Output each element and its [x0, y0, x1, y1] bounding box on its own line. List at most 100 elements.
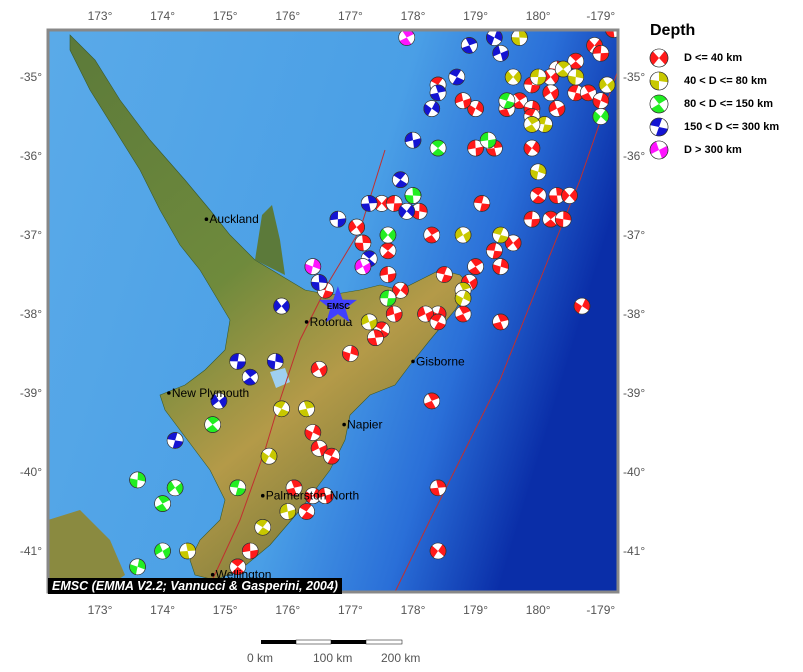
lon-tick-bottom: 179° [463, 603, 488, 617]
focal-mechanism [523, 139, 541, 157]
focal-mechanism [429, 479, 447, 497]
depth-legend: Depth D <= 40 km 40 < D <= 80 km 80 < D <=… [648, 22, 779, 161]
credit-label: EMSC (EMMA V2.2; Vannucci & Gasperini, 2… [48, 578, 342, 594]
scale-label-0: 0 km [247, 651, 274, 665]
focal-mechanism [273, 400, 290, 418]
focal-mechanism [479, 131, 497, 149]
focal-mechanism [348, 218, 365, 236]
lon-tick-top: 176° [275, 9, 300, 23]
focal-mechanism [279, 503, 297, 520]
focal-mechanism [467, 258, 484, 275]
focal-mechanism [435, 266, 453, 283]
focal-mechanism [492, 44, 509, 62]
focal-mechanism [241, 542, 259, 560]
city-dot [304, 320, 309, 324]
focal-mechanism [592, 92, 610, 109]
focal-mechanism [504, 68, 522, 86]
focal-mechanism [486, 30, 503, 46]
scale-bar [261, 639, 403, 645]
focal-mechanism [166, 432, 184, 449]
focal-mechanism [598, 76, 616, 94]
lat-tick-left: -36° [20, 149, 42, 163]
focal-mechanism-icon [649, 71, 669, 90]
focal-mechanism [260, 447, 278, 465]
focal-mechanism [354, 258, 372, 275]
focal-mechanism [429, 84, 447, 102]
city-dot [210, 572, 215, 577]
focal-mechanism [254, 518, 272, 536]
lat-tick-right: -35° [623, 70, 645, 84]
focal-mechanism [166, 479, 184, 497]
legend-item: 40 < D <= 80 km [648, 69, 779, 92]
focal-mechanism [492, 313, 509, 331]
focal-mechanism [448, 68, 466, 86]
focal-mechanism [241, 368, 259, 386]
focal-mechanism [360, 313, 378, 331]
coromandel-peninsula [255, 205, 285, 275]
focal-mechanism [529, 68, 547, 86]
legend-item: D > 300 km [648, 138, 779, 161]
focal-mechanism [404, 131, 422, 149]
lon-tick-top: 173° [88, 9, 113, 23]
focal-mechanism [523, 116, 541, 133]
focal-mechanism-icon [649, 140, 669, 159]
lon-tick-bottom: 178° [401, 603, 426, 617]
city-label: New Plymouth [172, 386, 249, 400]
lat-tick-right: -38° [623, 307, 645, 321]
lon-tick-top: 177° [338, 9, 363, 23]
focal-mechanism [423, 392, 441, 410]
focal-mechanism [329, 210, 347, 228]
focal-mechanism [492, 226, 509, 244]
epicenter-star-icon [318, 286, 357, 323]
focal-mechanism [554, 210, 572, 228]
lat-tick-left: -40° [20, 465, 42, 479]
scale-label-200: 200 km [381, 651, 421, 665]
focal-mechanism [454, 305, 472, 323]
focal-mechanism [429, 139, 447, 157]
focal-mechanism [561, 187, 578, 204]
legend-item: D <= 40 km [648, 46, 779, 69]
legend-label: 40 < D <= 80 km [684, 74, 767, 87]
focal-mechanism [204, 416, 221, 433]
focal-mechanism [354, 234, 372, 252]
focal-mechanism [310, 439, 328, 457]
focal-mechanism [273, 297, 290, 315]
lat-tick-left: -38° [20, 307, 42, 321]
focal-mechanism [385, 195, 403, 212]
legend-item: 80 < D <= 150 km [648, 92, 779, 115]
focal-mechanism [554, 60, 572, 78]
focal-mechanism [392, 281, 409, 299]
focal-mechanism [423, 100, 441, 117]
focal-mechanism [304, 258, 322, 275]
focal-mechanism [392, 171, 409, 188]
south-island [48, 510, 125, 592]
focal-mechanism [454, 92, 472, 109]
focal-mechanism [504, 234, 522, 252]
focal-mechanism [317, 487, 334, 505]
focal-mechanism [529, 163, 547, 181]
legend-label: D <= 40 km [684, 51, 743, 64]
city-label: Palmerston North [266, 489, 359, 503]
focal-mechanism [129, 558, 146, 576]
lat-tick-right: -40° [623, 465, 645, 479]
focal-mechanism [592, 44, 610, 62]
focal-mechanism [567, 68, 585, 86]
focal-mechanism [529, 187, 547, 204]
focal-mechanism [385, 305, 403, 323]
focal-mechanism [573, 297, 591, 315]
focal-mechanism [229, 353, 247, 370]
focal-mechanism [498, 92, 516, 109]
lon-tick-top: 174° [150, 9, 175, 23]
city-dot [167, 391, 171, 395]
focal-mechanism [154, 542, 171, 560]
focal-mechanism [429, 313, 447, 331]
focal-mechanism [304, 487, 322, 505]
focal-mechanism [310, 274, 328, 291]
lon-tick-bottom: 177° [338, 603, 363, 617]
focal-mechanism-icon [649, 94, 669, 113]
focal-mechanism [367, 329, 384, 347]
lat-tick-right: -41° [623, 544, 645, 558]
focal-mechanism-icon [649, 117, 669, 136]
lon-tick-bottom: 176° [275, 603, 300, 617]
